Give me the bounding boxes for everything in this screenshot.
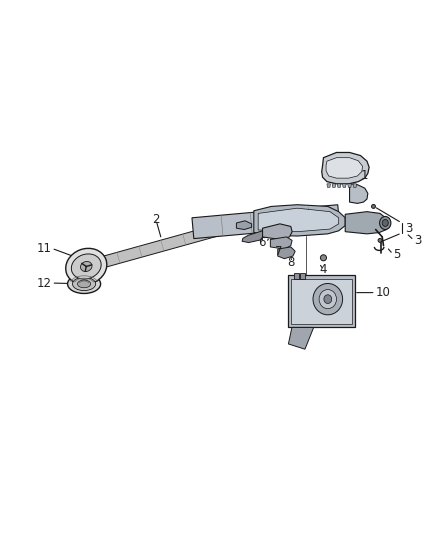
Polygon shape	[348, 184, 351, 187]
Text: 3: 3	[414, 234, 421, 247]
Ellipse shape	[321, 255, 326, 261]
Polygon shape	[192, 205, 339, 239]
Ellipse shape	[78, 280, 91, 288]
Ellipse shape	[324, 295, 332, 303]
Ellipse shape	[319, 289, 336, 309]
Polygon shape	[337, 184, 341, 187]
Polygon shape	[288, 327, 314, 349]
Ellipse shape	[313, 284, 343, 315]
Polygon shape	[327, 184, 330, 187]
Text: 11: 11	[36, 242, 51, 255]
Polygon shape	[350, 184, 368, 204]
Text: 3: 3	[405, 222, 413, 235]
Ellipse shape	[81, 262, 92, 271]
Ellipse shape	[71, 254, 101, 279]
Text: 7: 7	[276, 245, 283, 258]
Ellipse shape	[67, 274, 101, 294]
Polygon shape	[293, 272, 299, 279]
Ellipse shape	[382, 220, 389, 227]
Polygon shape	[288, 275, 355, 327]
Ellipse shape	[66, 248, 107, 285]
Polygon shape	[343, 184, 346, 187]
Text: 5: 5	[393, 248, 400, 261]
Polygon shape	[326, 158, 363, 178]
Polygon shape	[258, 208, 339, 232]
Polygon shape	[242, 231, 262, 243]
Ellipse shape	[73, 277, 95, 290]
Text: 10: 10	[376, 286, 391, 299]
Polygon shape	[262, 224, 292, 239]
Text: 6: 6	[258, 236, 266, 249]
Ellipse shape	[380, 216, 391, 230]
Polygon shape	[278, 247, 295, 259]
Polygon shape	[345, 212, 390, 234]
Text: 4: 4	[320, 263, 327, 277]
Text: 2: 2	[152, 213, 159, 226]
Polygon shape	[322, 152, 369, 184]
Ellipse shape	[371, 205, 375, 208]
Text: 12: 12	[36, 277, 51, 289]
Polygon shape	[93, 215, 253, 270]
Polygon shape	[270, 237, 292, 249]
Polygon shape	[300, 272, 305, 279]
Polygon shape	[332, 184, 336, 187]
Ellipse shape	[378, 238, 382, 243]
Polygon shape	[291, 279, 352, 324]
Polygon shape	[237, 221, 252, 230]
Text: 8: 8	[287, 256, 294, 269]
Text: 1: 1	[360, 168, 368, 182]
Polygon shape	[353, 184, 357, 187]
Polygon shape	[254, 205, 345, 236]
